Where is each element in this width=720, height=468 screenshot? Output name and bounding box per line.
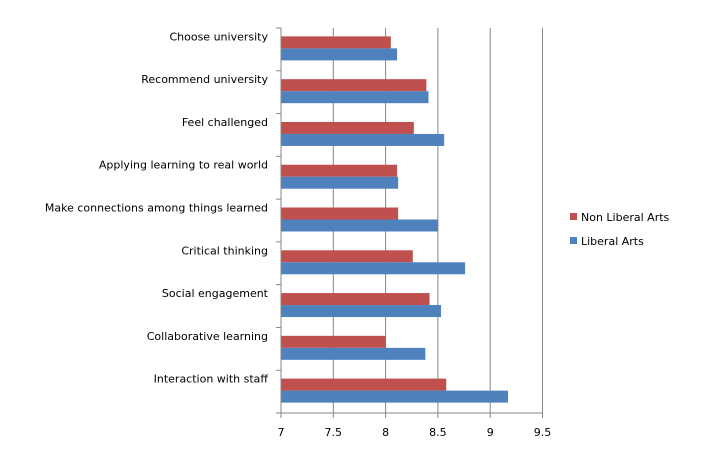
x-tick-label: 9 (487, 426, 494, 439)
x-tick-label: 9.5 (534, 426, 552, 439)
category-label: Feel challenged (182, 116, 268, 129)
legend-label: Non Liberal Arts (581, 211, 670, 224)
legend-label: Liberal Arts (581, 235, 644, 248)
bar-non-liberal-arts (281, 36, 391, 49)
bar-liberal-arts (281, 48, 398, 61)
bar-liberal-arts (281, 347, 426, 360)
bar-liberal-arts (281, 91, 429, 104)
bar-liberal-arts (281, 305, 442, 318)
category-label: Recommend university (141, 73, 268, 86)
bar-non-liberal-arts (281, 207, 399, 220)
bars (281, 36, 508, 403)
category-label: Social engagement (162, 287, 269, 300)
category-label: Make connections among things learned (45, 202, 268, 215)
x-tick-label: 8.5 (429, 426, 447, 439)
legend-swatch (570, 237, 577, 244)
category-label: Choose university (169, 30, 268, 43)
bar-non-liberal-arts (281, 378, 447, 391)
bar-non-liberal-arts (281, 293, 430, 306)
bar-liberal-arts (281, 262, 466, 275)
bar-liberal-arts (281, 133, 445, 146)
x-tick-label: 7.5 (325, 426, 343, 439)
bar-liberal-arts (281, 390, 508, 403)
category-label: Applying learning to real world (99, 159, 268, 172)
x-tick-label: 7 (278, 426, 285, 439)
axes: 7 7.5 8 8.5 9 9.5 Choose university Recommend u… (45, 27, 552, 439)
bar-non-liberal-arts (281, 164, 398, 177)
bar-non-liberal-arts (281, 250, 413, 263)
bar-liberal-arts (281, 219, 438, 232)
bar-non-liberal-arts (281, 335, 386, 348)
bar-non-liberal-arts (281, 79, 427, 92)
bar-non-liberal-arts (281, 121, 414, 134)
legend-swatch (570, 213, 577, 220)
category-label: Collaborative learning (147, 330, 268, 343)
x-tick-label: 8 (382, 426, 389, 439)
category-label: Interaction with staff (154, 373, 269, 386)
category-label: Critical thinking (181, 244, 268, 257)
bar-liberal-arts (281, 176, 399, 189)
legend: Non Liberal Arts Liberal Arts (570, 211, 670, 248)
